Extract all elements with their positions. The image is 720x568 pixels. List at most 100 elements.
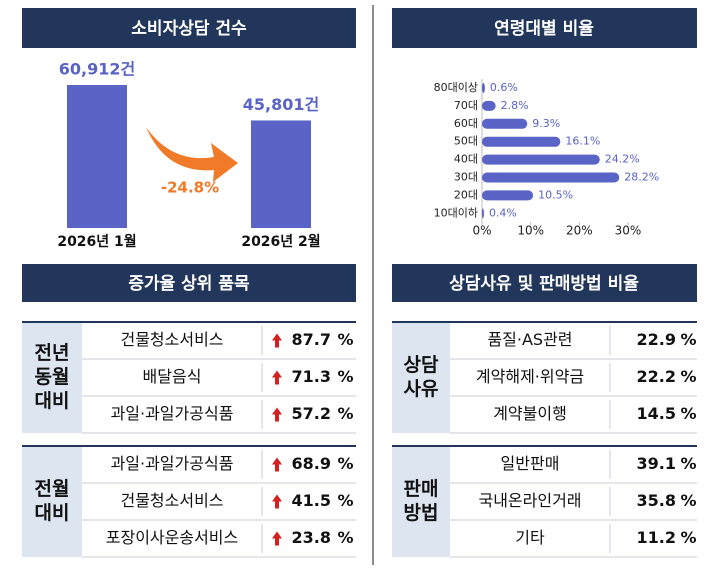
bar	[482, 172, 620, 183]
unit: %	[680, 404, 696, 423]
unit: %	[337, 491, 353, 510]
value: 23.8	[292, 528, 331, 547]
up-arrow	[272, 370, 282, 385]
unit: %	[337, 367, 353, 386]
up-arrow	[272, 531, 282, 546]
item-label: 포장이사운송서비스	[106, 528, 238, 547]
bar	[482, 83, 485, 93]
header-bg	[392, 264, 697, 302]
bar	[482, 100, 496, 111]
value-label: 0.4%	[489, 206, 517, 219]
unit: %	[680, 367, 696, 386]
value-label: 0.6%	[490, 81, 518, 94]
up-arrow	[272, 494, 282, 509]
unit: %	[337, 528, 353, 547]
value: 14.5	[637, 404, 676, 423]
header-bg	[392, 8, 697, 48]
item-label: 건물청소서비스	[120, 491, 223, 510]
value: 57.2	[292, 404, 331, 423]
value-label: 45,801건	[243, 95, 319, 114]
y-tick-label: 80대이상	[434, 81, 478, 94]
unit: %	[680, 491, 696, 510]
value-label: 28.2%	[624, 171, 659, 184]
item-label: 품질·AS관련	[487, 330, 572, 349]
item-label: 국내온라인거래	[478, 491, 581, 510]
group-label: 대비	[35, 390, 70, 412]
group-label: 동월	[35, 366, 70, 388]
group-cell	[22, 322, 82, 433]
group-label: 사유	[404, 378, 439, 400]
value: 39.1	[637, 454, 676, 473]
unit: %	[680, 330, 696, 349]
x-tick-label: 30%	[615, 224, 642, 238]
group-label: 대비	[35, 502, 70, 524]
value-label: 16.1%	[565, 135, 600, 148]
value: 71.3	[292, 367, 331, 386]
bar	[482, 154, 600, 165]
unit: %	[680, 454, 696, 473]
y-tick-label: 30대	[454, 171, 478, 184]
x-tick-label: 20%	[566, 224, 593, 238]
y-tick-label: 40대	[454, 153, 478, 166]
up-arrow	[272, 407, 282, 422]
x-tick-label: 2026년 2월	[241, 233, 320, 250]
header-bg	[22, 8, 356, 48]
x-tick-label: 2026년 1월	[57, 233, 136, 250]
item-label: 계약불이행	[493, 404, 567, 423]
value-label: 9.3%	[532, 117, 560, 130]
group-cell	[392, 322, 450, 433]
panel-title: 소비자상담 건수	[131, 19, 247, 39]
bar	[251, 120, 311, 228]
value: 68.9	[292, 454, 331, 473]
up-arrow	[272, 333, 282, 348]
value: 22.2	[637, 367, 676, 386]
item-label: 과일·과일가공식품	[111, 404, 234, 423]
annotation: -24.8%	[161, 179, 219, 197]
y-tick-label: 70대	[454, 99, 478, 112]
item-label: 계약해제·위약금	[476, 367, 584, 386]
x-tick-label: 10%	[517, 224, 544, 238]
group-label: 방법	[404, 502, 439, 524]
x-tick-label: 0%	[472, 224, 491, 238]
trend-arrow	[146, 127, 238, 182]
group-label: 전년	[35, 342, 70, 364]
item-label: 기타	[515, 528, 545, 547]
unit: %	[337, 404, 353, 423]
y-tick-label: 10대이하	[434, 205, 478, 219]
group-label: 전월	[35, 478, 70, 500]
up-arrow	[272, 457, 282, 472]
panel-title: 연령대별 비율	[494, 18, 594, 39]
bar	[482, 208, 484, 219]
value: 11.2	[637, 528, 676, 547]
unit: %	[337, 454, 353, 473]
value: 41.5	[292, 491, 331, 510]
unit: %	[337, 330, 353, 349]
bar	[482, 118, 528, 129]
value-label: 60,912건	[59, 60, 135, 79]
bar	[482, 136, 561, 147]
value-label: 10.5%	[538, 188, 573, 201]
y-tick-label: 20대	[454, 188, 478, 201]
item-label: 건물청소서비스	[120, 330, 223, 349]
group-cell	[22, 446, 82, 557]
y-tick-label: 50대	[454, 135, 478, 148]
y-tick-label: 60대	[454, 117, 478, 130]
item-label: 과일·과일가공식품	[111, 454, 234, 473]
panel-title: 상담사유 및 판매방법 비율	[449, 274, 639, 294]
header-bg	[22, 264, 356, 302]
item-label: 일반판매	[501, 454, 560, 473]
bar	[67, 85, 127, 228]
value-label: 2.8%	[501, 99, 529, 112]
unit: %	[680, 528, 696, 547]
value: 35.8	[637, 491, 676, 510]
item-label: 배달음식	[143, 367, 202, 386]
group-label: 판매	[404, 478, 439, 500]
value: 87.7	[292, 330, 331, 349]
value-label: 24.2%	[605, 153, 640, 166]
panel-title: 증가율 상위 품목	[128, 274, 250, 294]
value: 22.9	[637, 330, 676, 349]
group-cell	[392, 446, 450, 557]
group-label: 상담	[404, 354, 439, 376]
bar	[482, 190, 534, 201]
